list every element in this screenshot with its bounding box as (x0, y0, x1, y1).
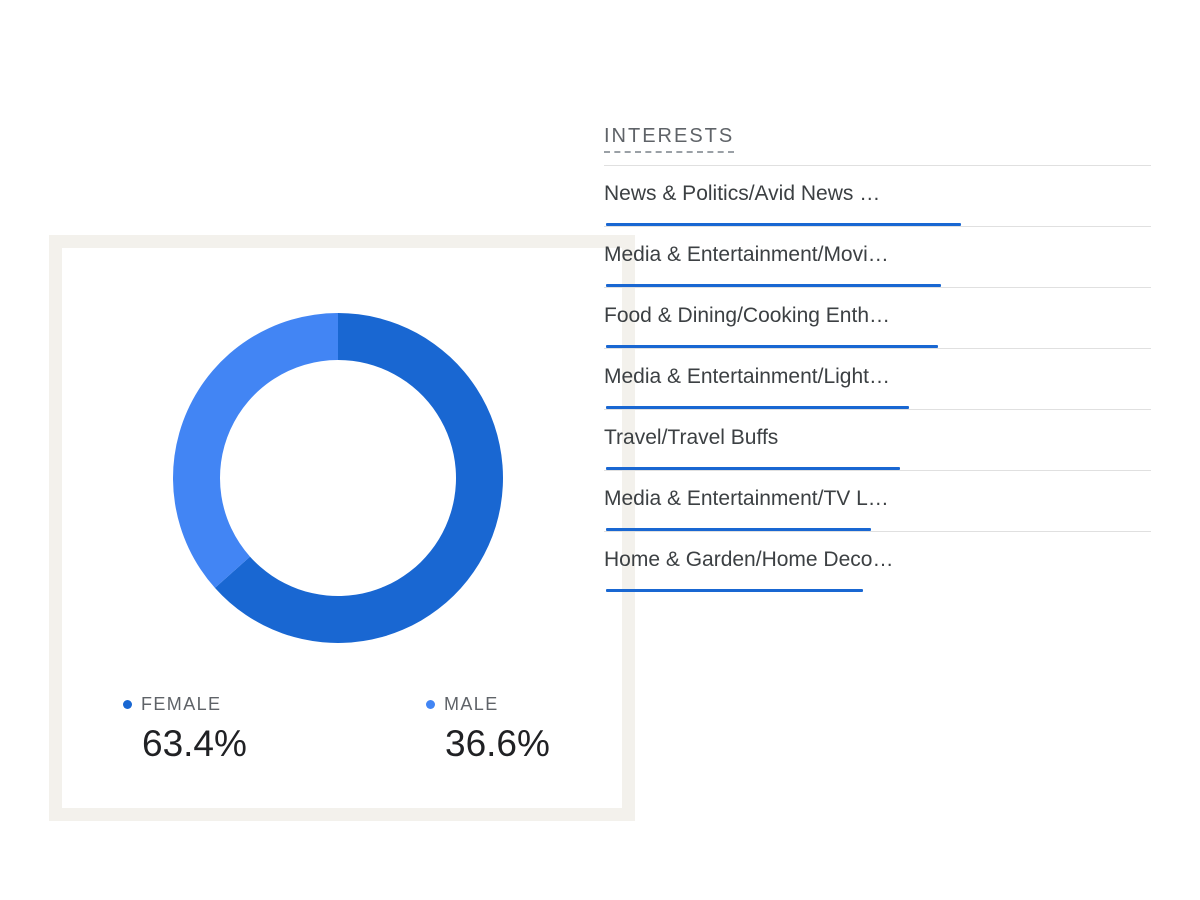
interest-bar (606, 406, 910, 409)
legend-male-label: MALE (444, 694, 499, 714)
interest-label: Home & Garden/Home Deco… (604, 548, 894, 571)
interest-label: Media & Entertainment/Movi… (604, 243, 889, 266)
legend-female-value: 63.4% (142, 723, 247, 764)
interest-label: Food & Dining/Cooking Enth… (604, 304, 890, 327)
interest-label: Media & Entertainment/TV L… (604, 487, 889, 510)
interest-row: Media & Entertainment/TV L… (604, 470, 1151, 531)
legend-female-label: FEMALE (141, 694, 222, 714)
interest-bar (606, 467, 901, 470)
interest-label: News & Politics/Avid News … (604, 182, 881, 205)
interest-row: Media & Entertainment/Movi… (604, 226, 1151, 287)
male-slice[interactable] (173, 313, 338, 588)
gender-card: FEMALE 63.4% MALE 36.6% (49, 235, 635, 821)
interest-row: Travel/Travel Buffs (604, 409, 1151, 470)
gender-donut-chart (173, 313, 503, 643)
interest-row: Home & Garden/Home Deco… (604, 531, 1151, 592)
interest-bar (606, 528, 872, 531)
legend-male: MALE 36.6% (426, 694, 550, 765)
male-dot-icon (426, 700, 435, 709)
interest-label: Media & Entertainment/Light… (604, 365, 890, 388)
female-dot-icon (123, 700, 132, 709)
interest-row: Food & Dining/Cooking Enth… (604, 287, 1151, 348)
legend-male-value: 36.6% (445, 723, 550, 764)
interest-bar (606, 589, 864, 592)
interest-row: Media & Entertainment/Light… (604, 348, 1151, 409)
female-slice[interactable] (214, 313, 503, 643)
interest-bar (606, 345, 938, 348)
interests-title[interactable]: INTERESTS (604, 125, 735, 153)
interests-list: News & Politics/Avid News … Media & Enter… (604, 165, 1151, 592)
interest-label: Travel/Travel Buffs (604, 426, 779, 449)
interest-row: News & Politics/Avid News … (604, 165, 1151, 226)
legend-female: FEMALE 63.4% (123, 694, 247, 765)
gender-card-body: FEMALE 63.4% MALE 36.6% (62, 248, 622, 808)
interests-panel: INTERESTS News & Politics/Avid News … Med… (604, 125, 1151, 592)
interest-bar (606, 223, 961, 226)
interest-bar (606, 284, 942, 287)
